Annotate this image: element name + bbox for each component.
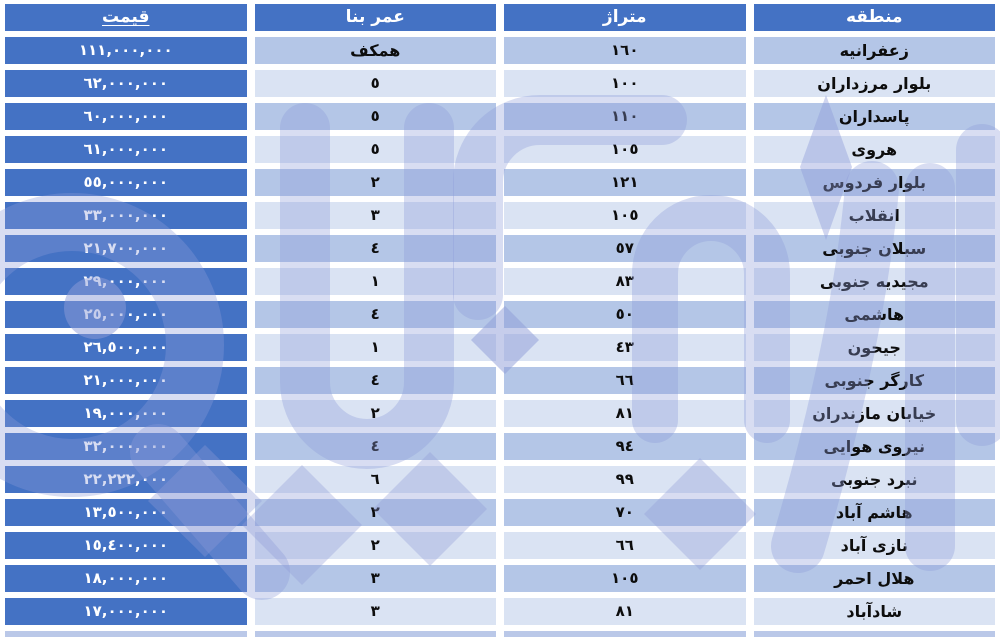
cell-age: ٥ <box>254 103 496 130</box>
cell-size: ٨١ <box>504 400 746 427</box>
cell-size: ١٠٥ <box>504 565 746 592</box>
cell-age: ٢ <box>254 532 496 559</box>
cell-price: ٦١,٠٠٠,٠٠٠ <box>5 136 247 163</box>
cell-size: ١٢١ <box>504 169 746 196</box>
cell-region: کارگر جنوبی <box>753 367 995 394</box>
cell-age: ٢ <box>254 400 496 427</box>
partial-row-cell <box>753 631 995 637</box>
cell-region: هروی <box>753 136 995 163</box>
partial-row-cell <box>254 631 496 637</box>
cell-region: نازی آباد <box>753 532 995 559</box>
cell-size: ٥٧ <box>504 235 746 262</box>
cell-price: ٢١,٠٠٠,٠٠٠ <box>5 367 247 394</box>
cell-age: ٥ <box>254 136 496 163</box>
cell-size: ٦٦ <box>504 532 746 559</box>
cell-region: نبرد جنوبی <box>753 466 995 493</box>
cell-age: ٣ <box>254 202 496 229</box>
cell-size: ١٠٥ <box>504 202 746 229</box>
cell-price: ٣٣,٠٠٠,٠٠٠ <box>5 202 247 229</box>
header-cell-size: متراژ <box>504 4 746 31</box>
cell-price: ٢١,٧٠٠,٠٠٠ <box>5 235 247 262</box>
cell-size: ٥٠ <box>504 301 746 328</box>
cell-size: ٨١ <box>504 598 746 625</box>
cell-region: جیحون <box>753 334 995 361</box>
cell-age: ٤ <box>254 301 496 328</box>
cell-price: ٣٢,٠٠٠,٠٠٠ <box>5 433 247 460</box>
cell-price: ٦٢,٠٠٠,٠٠٠ <box>5 70 247 97</box>
cell-size: ١٠٥ <box>504 136 746 163</box>
cell-age: همکف <box>254 37 496 64</box>
header-cell-region: منطقه <box>753 4 995 31</box>
cell-region: انقلاب <box>753 202 995 229</box>
cell-age: ٢ <box>254 499 496 526</box>
cell-size: ٩٩ <box>504 466 746 493</box>
partial-row-cell <box>5 631 247 637</box>
cell-region: مجیدیه جنوبی <box>753 268 995 295</box>
cell-size: ١٠٠ <box>504 70 746 97</box>
cell-price: ١٨,٠٠٠,٠٠٠ <box>5 565 247 592</box>
cell-age: ٣ <box>254 598 496 625</box>
cell-size: ٤٣ <box>504 334 746 361</box>
cell-price: ٢٥,٠٠٠,٠٠٠ <box>5 301 247 328</box>
cell-region: سبلان جنوبی <box>753 235 995 262</box>
cell-size: ٧٠ <box>504 499 746 526</box>
header-cell-price: قیمت <box>5 4 247 31</box>
cell-age: ٢ <box>254 169 496 196</box>
cell-age: ٤ <box>254 433 496 460</box>
cell-size: ٦٦ <box>504 367 746 394</box>
cell-price: ٢٩,٠٠٠,٠٠٠ <box>5 268 247 295</box>
cell-price: ٦٠,٠٠٠,٠٠٠ <box>5 103 247 130</box>
cell-age: ٤ <box>254 367 496 394</box>
cell-region: زعفرانیه <box>753 37 995 64</box>
cell-price: ١٥,٤٠٠,٠٠٠ <box>5 532 247 559</box>
cell-size: ١٦٠ <box>504 37 746 64</box>
cell-price: ١٣,٥٠٠,٠٠٠ <box>5 499 247 526</box>
cell-price: ١٩,٠٠٠,٠٠٠ <box>5 400 247 427</box>
header-cell-age: عمر بنا <box>254 4 496 31</box>
cell-region: هاشم آباد <box>753 499 995 526</box>
cell-price: ٢٢,٢٢٢,٠٠٠ <box>5 466 247 493</box>
cell-region: خیابان مازندران <box>753 400 995 427</box>
cell-region: نیروی هوایی <box>753 433 995 460</box>
cell-region: هلال احمر <box>753 565 995 592</box>
cell-size: ٩٤ <box>504 433 746 460</box>
cell-region: هاشمی <box>753 301 995 328</box>
cell-age: ١ <box>254 334 496 361</box>
cell-region: شادآباد <box>753 598 995 625</box>
cell-region: بلوار مرزداران <box>753 70 995 97</box>
cell-price: ١١١,٠٠٠,٠٠٠ <box>5 37 247 64</box>
partial-row-cell <box>504 631 746 637</box>
cell-region: پاسداران <box>753 103 995 130</box>
cell-age: ٦ <box>254 466 496 493</box>
cell-price: ٥٥,٠٠٠,٠٠٠ <box>5 169 247 196</box>
cell-age: ٥ <box>254 70 496 97</box>
cell-size: ١١٠ <box>504 103 746 130</box>
cell-age: ٤ <box>254 235 496 262</box>
cell-age: ١ <box>254 268 496 295</box>
cell-price: ١٧,٠٠٠,٠٠٠ <box>5 598 247 625</box>
cell-region: بلوار فردوس <box>753 169 995 196</box>
cell-size: ٨٣ <box>504 268 746 295</box>
cell-price: ٢٦,٥٠٠,٠٠٠ <box>5 334 247 361</box>
cell-age: ٣ <box>254 565 496 592</box>
